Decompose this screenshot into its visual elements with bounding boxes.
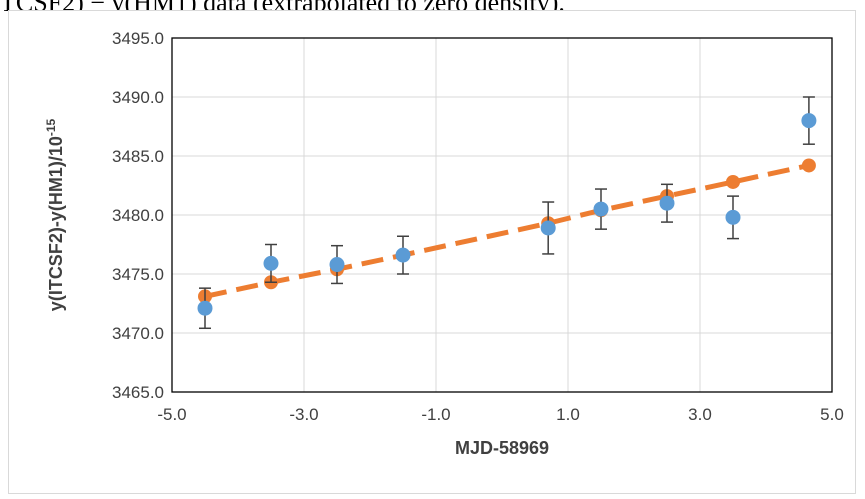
y-axis-title-main: y(ITCSF2)-y(HM1)/10 [46,136,66,311]
y-tick-label: 3490.0 [112,88,164,107]
x-axis-title: MJD-58969 [455,438,549,458]
measured-point [540,220,556,236]
measured-series [197,113,817,316]
y-tick-label: 3485.0 [112,147,164,166]
x-tick-label: -3.0 [289,405,318,424]
y-tick-label: 3470.0 [112,324,164,343]
y-tick-label: 3480.0 [112,206,164,225]
x-tick-label: -5.0 [157,405,186,424]
chart-area [8,10,856,494]
y-axis-title-exponent: -15 [44,118,58,136]
measured-point [725,209,741,225]
fit-dashed-line [204,162,810,299]
measured-point [197,300,213,316]
measured-point [659,195,675,211]
tick-labels: 3465.0 3470.0 3475.0 3480.0 3485.0 3490.0 3495… [112,29,844,424]
x-tick-label: -1.0 [421,405,450,424]
measured-point [263,255,279,271]
y-tick-label: 3465.0 [112,383,164,402]
y-axis-title: y(ITCSF2)-y(HM1)/10-15 [44,118,66,311]
measured-point [593,201,609,217]
measured-point [395,247,411,263]
x-tick-label: 1.0 [556,405,580,424]
measured-point [801,113,817,129]
error-bars [199,96,815,330]
plot-area-border [171,37,833,393]
y-tick-label: 3495.0 [112,29,164,48]
fit-series [198,158,816,304]
fit-point [726,174,740,189]
y-tick-label: 3475.0 [112,265,164,284]
x-tick-label: 3.0 [688,405,712,424]
fit-point [801,158,816,173]
measured-point [329,257,345,273]
x-tick-label: 5.0 [820,405,844,424]
